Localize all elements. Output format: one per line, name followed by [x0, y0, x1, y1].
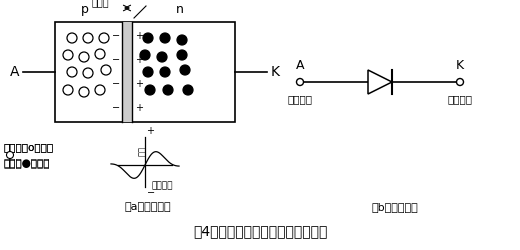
Text: −: − [147, 188, 154, 198]
Circle shape [95, 85, 105, 95]
Circle shape [79, 52, 89, 62]
Text: p: p [81, 3, 89, 16]
Text: （a）　構　造: （a） 構 造 [125, 202, 171, 212]
Circle shape [83, 68, 93, 78]
Circle shape [180, 65, 190, 75]
Circle shape [183, 85, 193, 95]
Text: （b）　図記号: （b） 図記号 [372, 202, 419, 212]
Text: −: − [112, 79, 120, 89]
Circle shape [157, 52, 167, 62]
Text: （注）　o：正孔: （注） o：正孔 [4, 142, 54, 152]
Circle shape [67, 33, 77, 43]
Text: （注）: （注） [4, 154, 7, 156]
Text: 電位: 電位 [137, 146, 147, 156]
Circle shape [99, 33, 109, 43]
Circle shape [143, 67, 153, 77]
Circle shape [160, 33, 170, 43]
Text: カソード: カソード [448, 94, 473, 104]
Text: 空乏層: 空乏層 [91, 0, 109, 7]
Circle shape [140, 50, 150, 60]
Polygon shape [368, 70, 392, 94]
Text: アノード: アノード [288, 94, 313, 104]
Circle shape [101, 65, 111, 75]
Circle shape [67, 67, 77, 77]
Circle shape [63, 50, 73, 60]
Text: +: + [135, 31, 143, 41]
Circle shape [95, 49, 105, 59]
Circle shape [83, 33, 93, 43]
Text: （注）　o：正孔: （注） o：正孔 [4, 142, 54, 152]
Text: n: n [176, 3, 184, 16]
Text: K: K [271, 65, 280, 79]
Text: +: + [135, 55, 143, 65]
Text: 電位障壁: 電位障壁 [151, 181, 173, 190]
Circle shape [79, 87, 89, 97]
Circle shape [296, 78, 304, 86]
Text: +: + [135, 79, 143, 89]
Text: −: − [112, 31, 120, 41]
Circle shape [160, 67, 170, 77]
Text: A: A [296, 59, 304, 72]
Text: A: A [9, 65, 19, 79]
Circle shape [6, 152, 14, 158]
Text: ●：電子: ●：電子 [4, 157, 50, 167]
Text: +: + [135, 103, 143, 113]
Circle shape [457, 78, 463, 86]
Bar [122, 22, 132, 122]
Text: −: − [112, 103, 120, 113]
Text: −: − [112, 55, 120, 65]
Circle shape [143, 33, 153, 43]
Text: +: + [147, 126, 154, 136]
Text: 第4図　ダイオードの構造と図記号: 第4図 ダイオードの構造と図記号 [193, 224, 327, 238]
Circle shape [63, 85, 73, 95]
Circle shape [177, 35, 187, 45]
Bar [55, 22, 235, 122]
Text: K: K [456, 59, 464, 72]
Circle shape [145, 85, 155, 95]
Circle shape [177, 50, 187, 60]
Text: ●：電子: ●：電子 [4, 158, 50, 168]
Circle shape [163, 85, 173, 95]
